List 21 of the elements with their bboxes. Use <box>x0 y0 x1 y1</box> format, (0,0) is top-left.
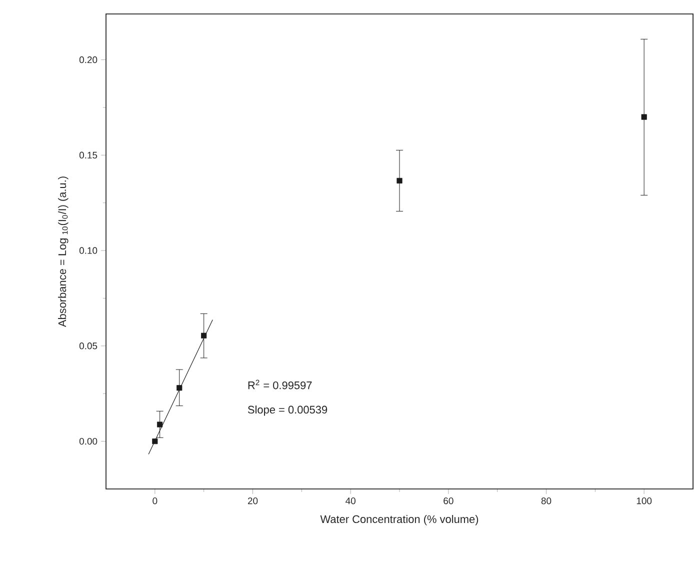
y-tick-label: 0.20 <box>79 56 98 64</box>
annotation: R$^{2}$ = 0.99597 <box>248 380 312 390</box>
point <box>152 438 158 444</box>
x-tick-label: 60 <box>444 497 454 504</box>
y-tick-label: 0.15 <box>79 152 98 158</box>
x-axis-title: Water Concentration (% volume) <box>320 515 478 526</box>
point <box>201 332 207 338</box>
x-tick-label: 40 <box>346 497 356 504</box>
point <box>157 422 163 428</box>
y-tick-label: 0.05 <box>79 342 98 350</box>
point <box>641 114 647 120</box>
point <box>396 178 402 184</box>
y-tick-label: 0.00 <box>79 438 98 445</box>
x-tick-label: 20 <box>248 497 258 504</box>
y-axis-title: Absorbance = Log $_{10}$(I$_{0}$/I) (a.u.) <box>58 176 68 328</box>
x-tick-label: 0 <box>152 497 158 504</box>
x-tick-label: 100 <box>636 497 652 504</box>
point <box>176 385 182 391</box>
annotation: Slope = 0.00539 <box>248 406 328 416</box>
y-tick-label: 0.10 <box>79 247 98 254</box>
x-tick-label: 80 <box>541 497 552 504</box>
